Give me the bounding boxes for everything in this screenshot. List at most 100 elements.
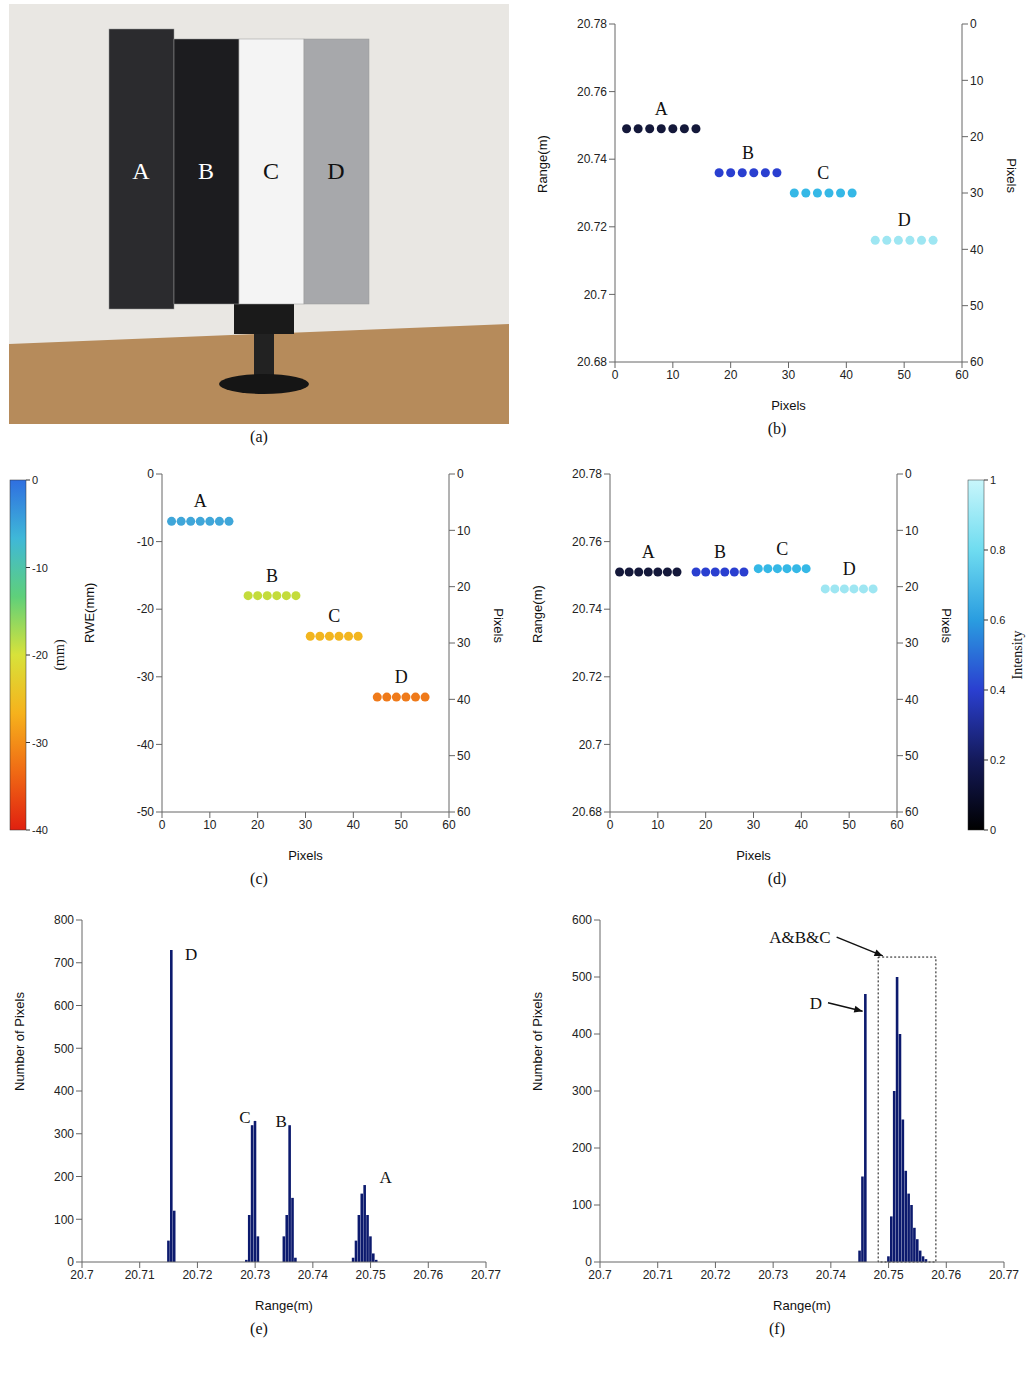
svg-text:20.76: 20.76 [931, 1268, 961, 1282]
svg-text:20.75: 20.75 [356, 1268, 386, 1282]
svg-text:C: C [776, 539, 788, 559]
svg-text:20.7: 20.7 [70, 1268, 94, 1282]
svg-text:60: 60 [955, 368, 969, 382]
svg-text:500: 500 [572, 970, 592, 984]
svg-text:20.71: 20.71 [643, 1268, 673, 1282]
svg-text:20.76: 20.76 [413, 1268, 443, 1282]
svg-text:100: 100 [54, 1213, 74, 1227]
svg-text:50: 50 [970, 299, 984, 313]
svg-text:0: 0 [607, 818, 614, 832]
svg-text:-20: -20 [137, 602, 155, 616]
svg-text:20.74: 20.74 [572, 602, 602, 616]
svg-text:-30: -30 [32, 737, 48, 749]
svg-text:10: 10 [651, 818, 665, 832]
svg-text:40: 40 [457, 693, 471, 707]
svg-text:1: 1 [990, 474, 996, 486]
svg-text:30: 30 [299, 818, 313, 832]
svg-text:Pixels: Pixels [491, 608, 506, 643]
svg-text:30: 30 [747, 818, 761, 832]
svg-text:0: 0 [67, 1255, 74, 1269]
svg-text:20.77: 20.77 [471, 1268, 501, 1282]
svg-text:10: 10 [970, 74, 984, 88]
svg-text:0: 0 [970, 17, 977, 31]
svg-text:20: 20 [251, 818, 265, 832]
svg-text:20.78: 20.78 [572, 467, 602, 481]
svg-text:20.73: 20.73 [758, 1268, 788, 1282]
svg-text:Intensity: Intensity [1010, 631, 1025, 680]
svg-text:D: D [898, 210, 911, 230]
svg-text:Number of Pixels: Number of Pixels [530, 992, 545, 1091]
svg-text:0: 0 [612, 368, 619, 382]
svg-text:10: 10 [203, 818, 217, 832]
svg-text:Pixels: Pixels [771, 398, 806, 413]
svg-text:Pixels: Pixels [939, 608, 954, 643]
svg-text:20.77: 20.77 [989, 1268, 1019, 1282]
svg-text:20.74: 20.74 [816, 1268, 846, 1282]
svg-text:Pixels: Pixels [288, 848, 323, 863]
svg-text:30: 30 [970, 186, 984, 200]
svg-text:D: D [327, 158, 344, 184]
svg-text:B: B [266, 566, 278, 586]
svg-text:800: 800 [54, 913, 74, 927]
svg-text:10: 10 [905, 524, 919, 538]
svg-text:20.68: 20.68 [572, 805, 602, 819]
svg-text:50: 50 [394, 818, 408, 832]
svg-text:20.7: 20.7 [579, 738, 603, 752]
svg-text:30: 30 [905, 636, 919, 650]
svg-text:60: 60 [970, 355, 984, 369]
svg-text:0: 0 [585, 1255, 592, 1269]
svg-text:20.7: 20.7 [584, 288, 608, 302]
svg-text:20.73: 20.73 [240, 1268, 270, 1282]
svg-text:40: 40 [795, 818, 809, 832]
svg-text:A&B&C: A&B&C [769, 928, 830, 947]
svg-text:B: B [714, 542, 726, 562]
svg-text:B: B [276, 1112, 287, 1131]
svg-text:-10: -10 [137, 535, 155, 549]
svg-text:D: D [843, 559, 856, 579]
svg-text:20.78: 20.78 [577, 17, 607, 31]
svg-text:40: 40 [840, 368, 854, 382]
svg-text:20.72: 20.72 [577, 220, 607, 234]
svg-text:20.68: 20.68 [577, 355, 607, 369]
svg-text:Range(m): Range(m) [535, 135, 550, 193]
svg-text:0.8: 0.8 [990, 544, 1005, 556]
svg-text:C: C [239, 1108, 250, 1127]
svg-text:20: 20 [457, 580, 471, 594]
svg-text:10: 10 [666, 368, 680, 382]
svg-text:-50: -50 [137, 805, 155, 819]
svg-text:Number of Pixels: Number of Pixels [12, 992, 27, 1091]
svg-text:40: 40 [970, 243, 984, 257]
svg-text:20: 20 [724, 368, 738, 382]
svg-text:30: 30 [782, 368, 796, 382]
svg-text:400: 400 [572, 1027, 592, 1041]
svg-text:200: 200 [54, 1170, 74, 1184]
svg-text:600: 600 [572, 913, 592, 927]
svg-text:0.6: 0.6 [990, 614, 1005, 626]
svg-text:A: A [194, 491, 207, 511]
svg-text:D: D [395, 667, 408, 687]
svg-text:50: 50 [457, 749, 471, 763]
svg-text:C: C [263, 158, 279, 184]
svg-text:50: 50 [842, 818, 856, 832]
svg-text:-40: -40 [32, 824, 48, 836]
svg-text:B: B [742, 143, 754, 163]
svg-text:Range(m): Range(m) [530, 585, 545, 643]
svg-text:200: 200 [572, 1141, 592, 1155]
svg-text:20.71: 20.71 [125, 1268, 155, 1282]
svg-text:50: 50 [897, 368, 911, 382]
svg-text:20.7: 20.7 [588, 1268, 612, 1282]
svg-text:0.2: 0.2 [990, 754, 1005, 766]
svg-text:60: 60 [905, 805, 919, 819]
svg-text:0: 0 [990, 824, 996, 836]
svg-text:0: 0 [147, 467, 154, 481]
svg-text:Pixels: Pixels [736, 848, 771, 863]
svg-text:300: 300 [54, 1127, 74, 1141]
svg-text:B: B [198, 158, 214, 184]
svg-text:A: A [132, 158, 150, 184]
svg-text:20.76: 20.76 [572, 535, 602, 549]
svg-text:Range(m): Range(m) [255, 1298, 313, 1313]
svg-text:Range(m): Range(m) [773, 1298, 831, 1313]
svg-text:A: A [642, 542, 655, 562]
svg-text:0.4: 0.4 [990, 684, 1005, 696]
svg-text:-40: -40 [137, 738, 155, 752]
